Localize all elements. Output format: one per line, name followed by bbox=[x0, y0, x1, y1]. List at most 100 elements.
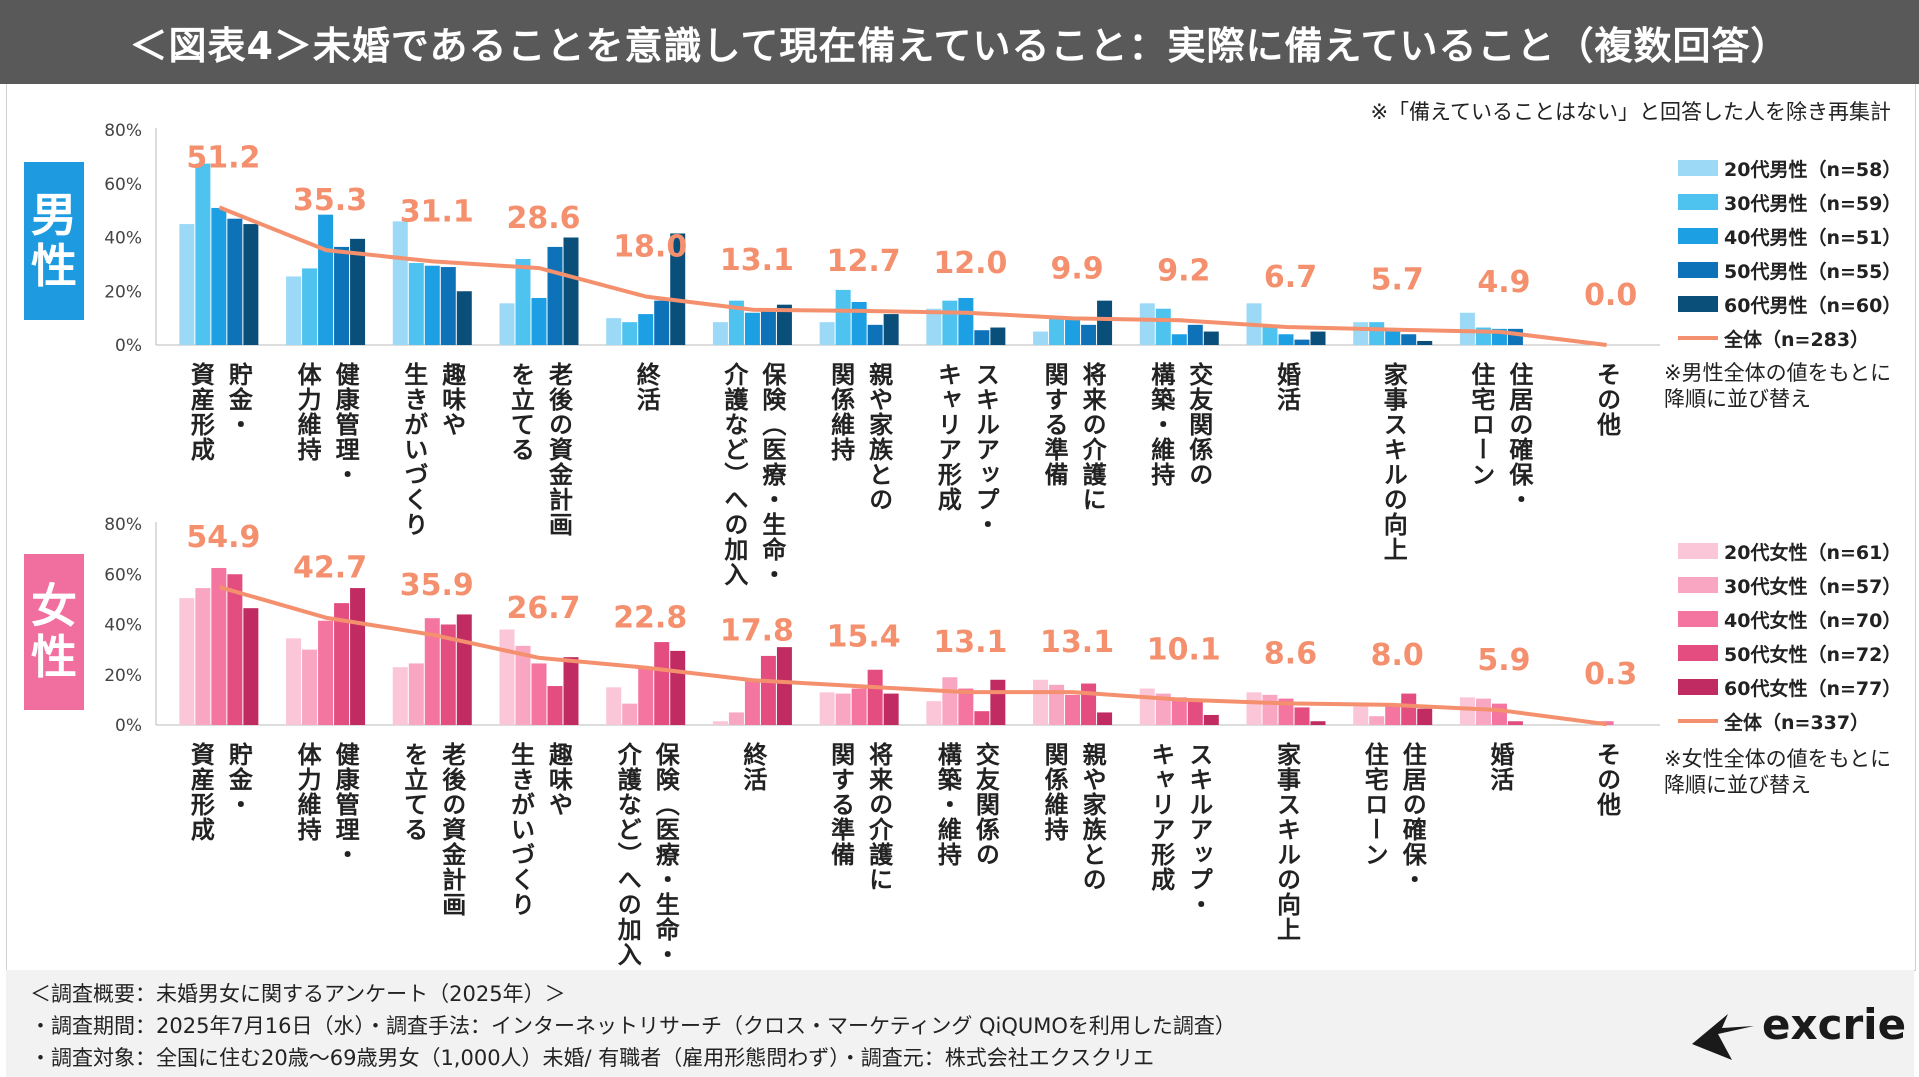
female-total-data-label: 8.0 bbox=[1371, 638, 1424, 673]
category-label-line: 関する準備 bbox=[826, 742, 855, 867]
male-bar bbox=[350, 238, 366, 345]
category-label-line: 保険（医療・生命・ bbox=[757, 362, 786, 587]
male-category-label: 住居の確保・ 住宅ローン bbox=[1462, 362, 1538, 512]
male-bar bbox=[227, 218, 243, 345]
male-bar bbox=[1262, 326, 1278, 345]
male-category-label: 保険（医療・生命・ 介護など）への加入 bbox=[715, 362, 791, 587]
female-bar bbox=[670, 650, 686, 725]
female-bar bbox=[392, 667, 408, 725]
legend-label: 40代女性（n=70） bbox=[1724, 609, 1902, 632]
female-bar bbox=[760, 655, 776, 725]
female-category-label: 親や家族との 関係維持 bbox=[1035, 742, 1111, 892]
category-label-line: 終活 bbox=[632, 362, 661, 412]
legend-swatch bbox=[1678, 296, 1718, 312]
male-bar bbox=[456, 291, 472, 345]
male-ytick-label: 40% bbox=[104, 229, 142, 249]
female-total-data-label: 5.9 bbox=[1477, 643, 1530, 678]
female-category-label: 住居の確保・ 住宅ローン bbox=[1355, 742, 1431, 892]
category-label-line: 老後の資金計画 bbox=[544, 362, 573, 537]
male-bar bbox=[883, 314, 899, 345]
female-bar bbox=[499, 629, 515, 725]
female-ytick-label: 60% bbox=[104, 565, 142, 585]
female-category-label: 趣味や 生きがいづくり bbox=[502, 742, 578, 917]
female-bar bbox=[531, 663, 547, 725]
sort-note-male-line1: ※男性全体の値をもとに bbox=[1664, 361, 1892, 385]
female-bar bbox=[606, 687, 622, 725]
male-bar bbox=[958, 297, 974, 345]
female-bar bbox=[424, 618, 440, 725]
category-label-line: 住宅ローン bbox=[1466, 362, 1495, 487]
legend-swatch bbox=[1678, 577, 1718, 593]
female-bar bbox=[835, 693, 851, 725]
male-bar bbox=[712, 322, 728, 345]
male-category-label: スキルアップ・ キャリア形成 bbox=[928, 362, 1004, 537]
male-bar bbox=[195, 163, 211, 345]
female-bar bbox=[195, 588, 211, 725]
legend-line-swatch bbox=[1678, 336, 1718, 340]
male-total-data-label: 28.6 bbox=[506, 201, 580, 236]
category-label-line: 構築・維持 bbox=[933, 742, 962, 867]
category-label-line: を立てる bbox=[399, 742, 428, 842]
sort-note-female-line1: ※女性全体の値をもとに bbox=[1664, 747, 1892, 771]
female-bar bbox=[227, 574, 243, 725]
legend-female: 20代女性（n=61） 30代女性（n=57） 40代女性（n=70） 50代女性（n… bbox=[1678, 534, 1901, 738]
legend-swatch bbox=[1678, 194, 1718, 210]
female-bar bbox=[654, 642, 670, 725]
male-total-data-label: 35.3 bbox=[293, 183, 367, 218]
male-category-label: 交友関係の 構築・維持 bbox=[1142, 362, 1218, 487]
category-label-line: 将来の介護に bbox=[1078, 362, 1107, 512]
male-bar bbox=[302, 268, 318, 345]
male-bar bbox=[1171, 334, 1187, 345]
female-bar bbox=[1262, 694, 1278, 725]
footer-line2: ・調査期間：2025年7月16日（水）・調査手法：インターネットリサーチ（クロス… bbox=[30, 1014, 1236, 1038]
footer-line3: ・調査対象：全国に住む20歳～69歳男女（1,000人）未婚/ 有職者（雇用形態… bbox=[30, 1046, 1155, 1070]
legend-swatch bbox=[1678, 262, 1718, 278]
male-bar bbox=[424, 265, 440, 345]
male-bar bbox=[1187, 324, 1203, 345]
female-bar bbox=[563, 657, 579, 725]
legend-swatch bbox=[1678, 228, 1718, 244]
female-total-data-label: 10.1 bbox=[1147, 633, 1221, 668]
female-bar bbox=[302, 649, 318, 725]
category-label-line: スキルアップ・ bbox=[1184, 742, 1213, 917]
female-bar bbox=[1246, 692, 1262, 725]
male-category-label: 終活 bbox=[627, 362, 665, 412]
category-label-line: 交友関係の bbox=[1184, 362, 1213, 487]
category-label-line: 介護など）への加入 bbox=[613, 742, 642, 967]
legend-entry: 20代男性（n=58） bbox=[1678, 151, 1901, 185]
female-category-label: 交友関係の 構築・維持 bbox=[928, 742, 1004, 867]
male-bar bbox=[499, 303, 515, 345]
category-label-line: 住居の確保・ bbox=[1398, 742, 1427, 892]
female-category-label: 家事スキルの向上 bbox=[1268, 742, 1306, 942]
male-bar bbox=[867, 324, 883, 345]
category-label-line: 婚活 bbox=[1485, 742, 1514, 792]
female-bar bbox=[926, 701, 942, 725]
legend-swatch bbox=[1678, 543, 1718, 559]
female-bar bbox=[728, 712, 744, 725]
male-bar bbox=[1369, 322, 1385, 345]
legend-label: 60代女性（n=77） bbox=[1724, 677, 1902, 700]
category-label-line: 趣味や bbox=[437, 362, 466, 437]
category-label-line: 終活 bbox=[738, 742, 767, 792]
female-bar bbox=[622, 703, 638, 725]
female-bar bbox=[1507, 721, 1523, 725]
female-ytick-label: 20% bbox=[104, 666, 142, 686]
male-ytick-label: 60% bbox=[104, 175, 142, 195]
category-label-line: 保険（医療・生命・ bbox=[651, 742, 680, 967]
male-bar bbox=[334, 246, 350, 345]
male-category-label: 趣味や 生きがいづくり bbox=[395, 362, 471, 537]
category-label-line: 家事スキルの向上 bbox=[1379, 362, 1408, 562]
male-bar bbox=[243, 224, 259, 345]
legend-label: 40代男性（n=51） bbox=[1724, 226, 1902, 249]
category-label-line: その他 bbox=[1592, 742, 1621, 817]
female-bar bbox=[958, 688, 974, 725]
category-label-line: スキルアップ・ bbox=[971, 362, 1000, 537]
male-total-data-label: 13.1 bbox=[720, 243, 794, 278]
male-bar bbox=[1278, 334, 1294, 345]
category-label-line: 関係維持 bbox=[1040, 742, 1069, 842]
female-bar bbox=[712, 721, 728, 725]
male-badge: 男 性 bbox=[24, 162, 84, 320]
male-bar bbox=[1081, 324, 1097, 345]
male-bar bbox=[728, 300, 744, 345]
male-bar bbox=[1097, 300, 1113, 345]
